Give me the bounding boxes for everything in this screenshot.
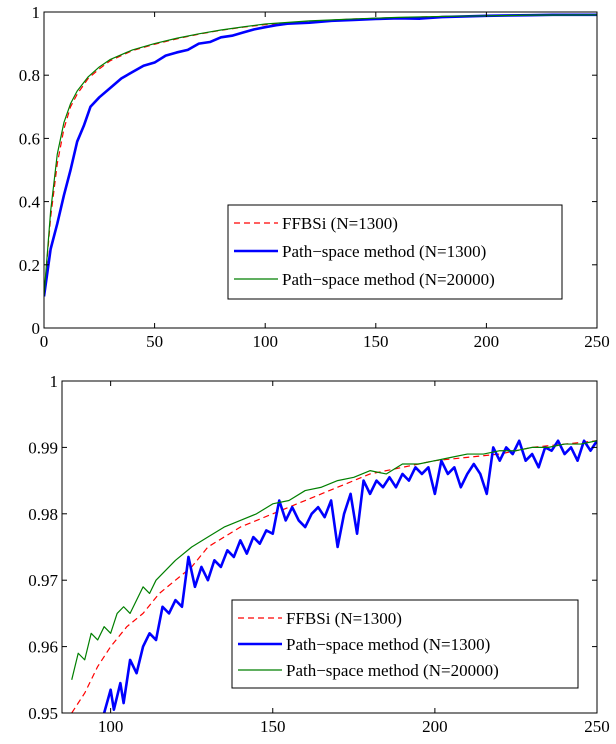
legend-label-path-space-method-n-20000: Path−space method (N=20000) bbox=[282, 270, 495, 289]
lower-plot: 100 150 200 250 0.95 0.96 0.97 0.98 0.99 1 FFBSi (… bbox=[28, 372, 610, 736]
y-tick-label: 0.96 bbox=[28, 638, 58, 657]
legend-label-path-space-method-n-1300: Path−space method (N=1300) bbox=[286, 635, 490, 654]
legend: FFBSi (N=1300) Path−space method (N=1300)… bbox=[227, 204, 563, 300]
x-tick-label: 150 bbox=[260, 717, 286, 736]
x-tick-label: 200 bbox=[474, 332, 500, 351]
y-tick-label: 0.99 bbox=[28, 438, 58, 457]
legend-label-ffbsi-n-1300: FFBSi (N=1300) bbox=[286, 609, 402, 628]
y-tick-label: 0.2 bbox=[19, 256, 40, 275]
y-tick-label: 0.6 bbox=[19, 129, 40, 148]
y-tick-label: 0.8 bbox=[19, 66, 40, 85]
series-group bbox=[44, 13, 597, 297]
x-tick-label: 250 bbox=[584, 717, 610, 736]
x-tick-label: 100 bbox=[252, 332, 278, 351]
series-line-path-space-method-n-20000 bbox=[44, 14, 597, 297]
x-tick-label: 100 bbox=[98, 717, 124, 736]
y-tick-label: 1 bbox=[32, 3, 41, 22]
x-tick-label: 200 bbox=[422, 717, 448, 736]
y-tick-label: 0.98 bbox=[28, 505, 58, 524]
legend: FFBSi (N=1300) Path−space method (N=1300)… bbox=[231, 599, 579, 689]
legend-label-path-space-method-n-20000: Path−space method (N=20000) bbox=[286, 661, 499, 680]
axes-frame bbox=[43, 11, 598, 329]
legend-label-path-space-method-n-1300: Path−space method (N=1300) bbox=[282, 242, 486, 261]
series-line-ffbsi-n-1300 bbox=[71, 440, 597, 713]
legend-box bbox=[231, 599, 579, 689]
upper-plot: 0 50 100 150 200 250 0 0.2 0.4 0.6 0.8 1 FFBSi (N=13… bbox=[19, 3, 610, 351]
y-tick-label: 1 bbox=[50, 372, 59, 391]
axes-frame bbox=[61, 380, 598, 714]
series-line-path-space-method-n-1300 bbox=[102, 439, 597, 713]
x-tick-label: 150 bbox=[363, 332, 389, 351]
legend-box bbox=[227, 204, 563, 300]
y-tick-label: 0 bbox=[32, 319, 41, 338]
x-tick-label: 250 bbox=[584, 332, 610, 351]
x-tick-label: 0 bbox=[40, 332, 49, 351]
series-line-path-space-method-n-20000 bbox=[71, 440, 597, 680]
legend-label-ffbsi-n-1300: FFBSi (N=1300) bbox=[282, 214, 398, 233]
y-tick-label: 0.97 bbox=[28, 571, 58, 590]
x-tick-label: 50 bbox=[146, 332, 163, 351]
series-group bbox=[71, 439, 597, 713]
y-tick-label: 0.4 bbox=[19, 193, 41, 212]
y-tick-label: 0.95 bbox=[28, 704, 58, 723]
